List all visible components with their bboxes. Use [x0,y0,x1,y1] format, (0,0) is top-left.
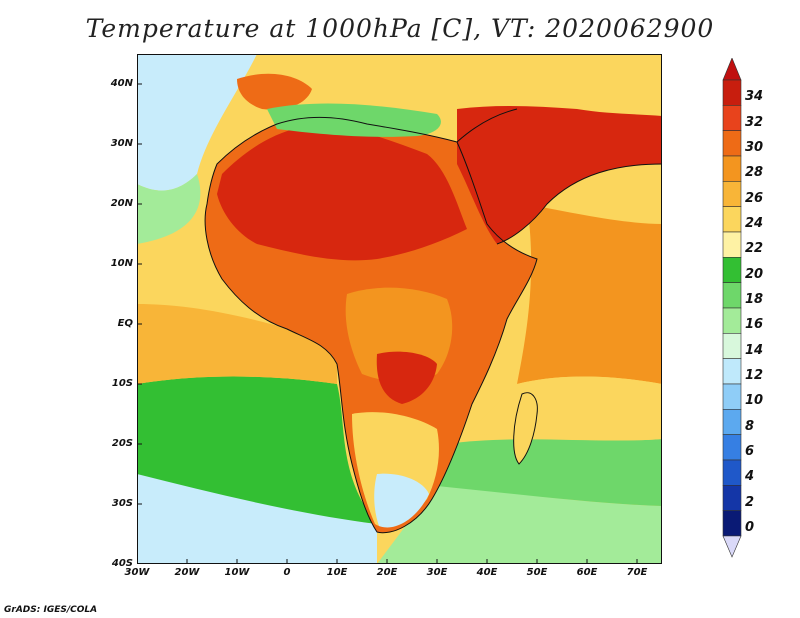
lat-label-40N: 40N [110,78,133,89]
ocean-atlantic-warm [137,304,337,384]
colorbar-label: 34 [745,89,764,105]
colorbar-label: 22 [745,241,764,257]
ocean-south-cool-2 [377,484,662,564]
ocean-northwest-cool [137,54,257,191]
lon-label-70E: 70E [626,567,648,578]
lon-label-30W: 30W [124,567,150,578]
lat-label-20N: 20N [110,198,133,209]
med-sea [267,103,441,137]
colorbar-segment [722,459,742,486]
colorbar-segment [722,155,742,182]
lon-label-40E: 40E [476,567,498,578]
land-sahara-hot [217,124,467,261]
lat-label-10S: 10S [111,378,133,389]
colorbar-segment [722,510,742,537]
credit-text: GrADS: IGES/COLA [4,605,98,615]
map-border [137,54,662,564]
lon-label-30E: 30E [426,567,448,578]
colorbar-label: 14 [745,342,764,358]
lat-label-40S: 40S [111,558,133,569]
coast-africa [204,116,538,534]
land-congo-hot [376,351,437,404]
lat-label-EQ: EQ [117,318,133,329]
colorbar-segment [722,307,742,334]
colorbar-segment [722,79,742,106]
colorbar-below-triangle [722,535,742,558]
map-title: Temperature at 1000hPa [C], VT: 20200629… [85,14,715,43]
colorbar-label: 2 [745,494,755,510]
lon-label-20E: 20E [376,567,398,578]
colorbar-label: 32 [745,114,764,130]
colorbar-above-triangle [722,58,742,81]
lon-label-10E: 10E [326,567,348,578]
lon-label-10W: 10W [224,567,250,578]
axis-ticks [137,83,638,564]
lon-label-20W: 20W [174,567,200,578]
ocean-southwest-green [137,376,377,524]
lon-label-60E: 60E [576,567,598,578]
colorbar-segment [722,333,742,359]
colorbar-label: 30 [745,140,764,155]
lon-label-0: 0 [283,567,291,578]
colorbar-segment [722,383,742,410]
lon-label-50E: 50E [526,567,548,578]
ocean-southeast-green [437,439,662,506]
coast-madagascar [513,392,538,465]
colorbar [722,58,742,558]
colorbar-segment [722,358,742,385]
colorbar-label: 28 [745,165,764,181]
colorbar-label: 6 [745,444,755,459]
lat-label-30S: 30S [111,498,133,509]
colorbar-segment [722,206,742,233]
colorbar-segment [722,231,742,258]
colorbar-segment [722,282,742,309]
lat-label-30N: 30N [110,138,133,149]
land-madagascar [513,392,538,464]
colorbar-label: 16 [745,317,764,333]
colorbar-segment [722,434,742,461]
colorbar-label: 26 [745,190,764,206]
lat-label-20S: 20S [111,438,133,449]
land-iberia [237,73,312,110]
colorbar-label: 18 [745,292,764,307]
colorbar-label: 4 [745,469,755,485]
colorbar-label: 12 [745,368,764,383]
lat-label-10N: 10N [110,258,133,269]
colorbar-segment [722,105,742,131]
ocean-northwest-green [137,174,201,244]
map-fields [137,54,662,564]
colorbar-label: 20 [745,266,764,282]
colorbar-label: 0 [745,520,755,535]
colorbar-segment [722,485,742,511]
coastlines [204,108,662,534]
colorbar-label: 10 [745,393,764,409]
ocean-south-cool [137,474,377,564]
colorbar-segment [722,257,742,283]
colorbar-segment [722,130,742,157]
colorbar-label: 8 [745,418,755,434]
land-arabia-hot [457,105,662,244]
ocean-indian-orange [517,204,662,384]
temperature-map [137,54,662,564]
colorbar-label: 24 [745,216,764,231]
colorbar-segment [722,409,742,435]
land-south-cool [374,473,429,528]
colorbar-segment [722,181,742,207]
coast-arabia [456,108,662,245]
